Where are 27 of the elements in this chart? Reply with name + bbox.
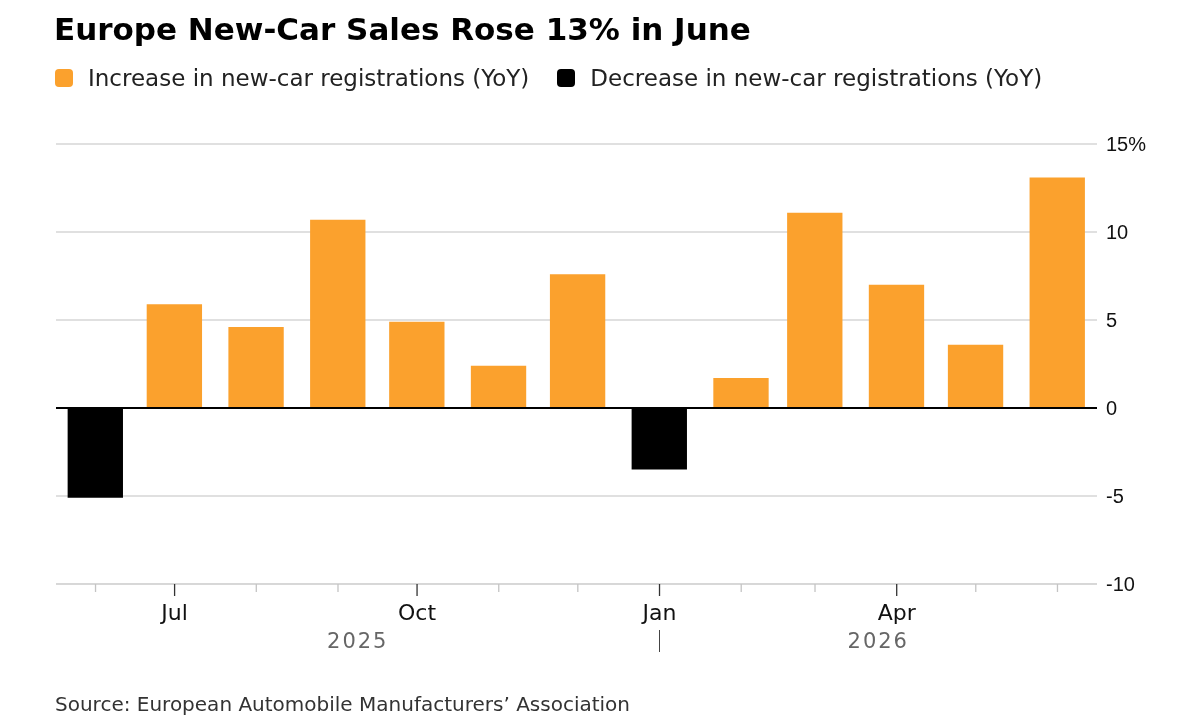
x-tick-label: Jul xyxy=(159,600,188,625)
y-tick-label: 10 xyxy=(1106,221,1129,244)
source-note: Source: European Automobile Manufacturers’ Association xyxy=(55,692,631,716)
y-tick-label: 5 xyxy=(1106,309,1118,332)
legend-label: Increase in new-car registrations (YoY) xyxy=(88,65,530,91)
x-tick-label: Oct xyxy=(398,600,437,625)
y-tick-label: -5 xyxy=(1106,485,1124,508)
bar xyxy=(947,344,1004,408)
y-tick-label: 15% xyxy=(1106,133,1147,156)
bar xyxy=(787,212,843,408)
bar xyxy=(146,304,203,408)
x-tick-label: Jan xyxy=(640,600,677,625)
bar xyxy=(228,327,284,408)
chart-title: Europe New-Car Sales Rose 13% in June xyxy=(54,11,751,47)
bar xyxy=(310,219,366,408)
text: 2025 xyxy=(327,629,389,653)
bar xyxy=(713,378,769,408)
legend-label: Decrease in new-car registrations (YoY) xyxy=(590,65,1043,91)
bar xyxy=(389,321,445,408)
bar xyxy=(868,284,925,408)
text: 2026 xyxy=(847,629,909,653)
y-tick-label: -10 xyxy=(1106,573,1135,596)
bar xyxy=(470,365,527,408)
y-tick-label: 0 xyxy=(1106,397,1118,420)
x-tick-label: Apr xyxy=(877,600,917,625)
bar xyxy=(549,274,606,408)
bar xyxy=(1029,177,1085,408)
